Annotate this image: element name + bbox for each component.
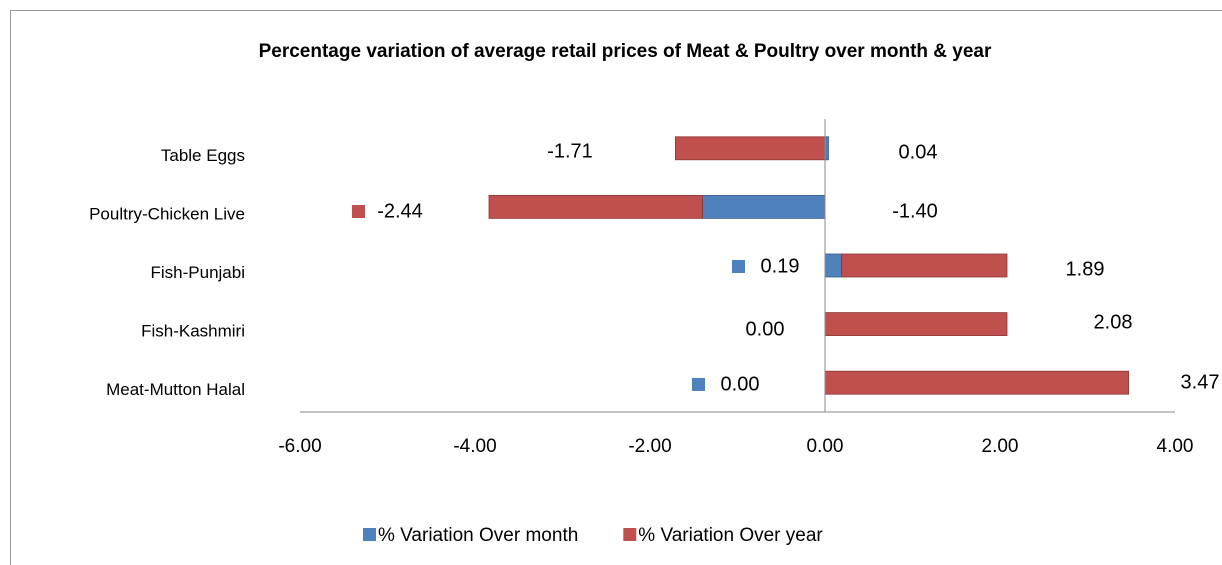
value-label: 2.08: [1094, 311, 1133, 333]
value-label: 0.04: [899, 141, 938, 163]
x-tick-label: -4.00: [453, 436, 496, 457]
chart-frame: [10, 10, 1222, 565]
bar: [488, 194, 703, 219]
value-label: -1.40: [892, 200, 938, 222]
x-tick-label: -6.00: [278, 436, 321, 457]
bar: [674, 136, 826, 161]
value-label: -1.71: [547, 140, 593, 162]
legend-label: % Variation Over month: [378, 525, 578, 546]
label-key: [732, 260, 745, 273]
value-label: 1.89: [1066, 258, 1105, 280]
value-label: 0.19: [761, 255, 800, 277]
legend-swatch: [623, 528, 637, 541]
x-tick-label: 2.00: [982, 436, 1019, 457]
bar: [702, 194, 826, 219]
category-label: Table Eggs: [161, 146, 245, 165]
chart-title: Percentage variation of average retail p…: [259, 41, 992, 62]
bar: [841, 253, 1008, 278]
legend-swatch: [363, 528, 376, 541]
bar: [824, 370, 1130, 395]
x-tick-label: 0.00: [807, 436, 844, 457]
value-label: 0.00: [746, 318, 785, 340]
category-label: Fish-Punjabi: [151, 263, 246, 282]
bar: [824, 312, 1008, 337]
legend-label: % Variation Over year: [638, 525, 823, 546]
x-tick-label: -2.00: [628, 436, 671, 457]
value-label: 0.00: [721, 373, 760, 395]
value-label: 3.47: [1181, 371, 1220, 393]
label-key: [692, 378, 705, 391]
category-label: Meat-Mutton Halal: [106, 380, 245, 399]
bar: [824, 136, 829, 161]
category-label: Fish-Kashmiri: [141, 322, 245, 341]
value-label: -2.44: [377, 200, 423, 222]
label-key: [352, 205, 365, 218]
category-label: Poultry-Chicken Live: [89, 204, 245, 223]
x-tick-label: 4.00: [1157, 436, 1194, 457]
bar: [824, 253, 843, 278]
